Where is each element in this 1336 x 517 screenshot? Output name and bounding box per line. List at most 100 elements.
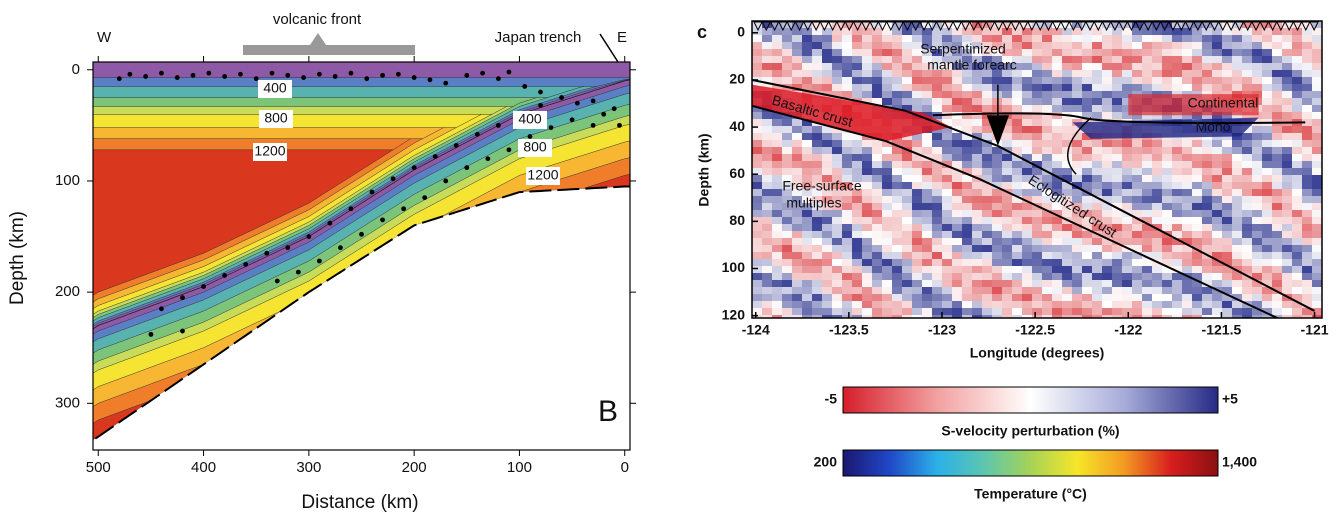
seismic-cell [1272,126,1282,133]
x-tick-label: -123.5 [829,322,869,338]
seismic-cell [1102,63,1112,70]
seismic-cell [912,42,922,49]
seismic-cell [1092,105,1102,112]
seismic-cell [862,294,872,301]
seismic-cell [822,168,832,175]
seismic-cell [872,91,882,98]
seismic-cell [902,175,912,182]
earthquake [506,147,512,153]
seismic-cell [1052,126,1062,133]
seismic-cell [1102,154,1112,161]
seismic-cell [1282,196,1292,203]
seismic-cell [1192,168,1202,175]
seismic-cell [942,224,952,231]
seismic-cell [1182,77,1192,84]
seismic-cell [842,294,852,301]
seismic-cell [1142,182,1152,189]
seismic-cell [1122,112,1132,119]
seismic-cell [1162,210,1172,217]
seismic-cell [882,301,892,308]
seismic-cell [942,210,952,217]
seismic-cell [922,91,932,98]
seismic-cell [1032,308,1042,315]
seismic-cell [1052,273,1062,280]
seismic-cell [1292,231,1302,238]
seismic-cell [1242,175,1252,182]
seismic-cell [1032,210,1042,217]
seismic-cell [802,77,812,84]
seismic-cell [972,301,982,308]
seismic-cell [802,84,812,91]
seismic-cell [1212,63,1222,70]
seismic-cell [1232,301,1242,308]
seismic-cell [1082,301,1092,308]
seismic-cell [832,140,842,147]
seismic-cell [932,140,942,147]
seismic-cell [1062,168,1072,175]
annotation: mantle forearc [927,57,1016,73]
seismic-cell [1192,21,1202,28]
seismic-cell [1202,28,1212,35]
seismic-cell [1172,161,1182,168]
station [836,21,846,32]
seismic-cell [1282,84,1292,91]
earthquake [301,75,306,80]
seismic-cell [912,77,922,84]
seismic-cell [982,77,992,84]
seismic-cell [1182,84,1192,91]
seismic-cell [1222,35,1232,42]
seismic-cell [902,42,912,49]
panel-label: B [598,395,618,428]
seismic-cell [912,189,922,196]
seismic-cell [962,21,972,28]
seismic-cell [1202,161,1212,168]
seismic-cell [1292,301,1302,308]
seismic-cell [862,175,872,182]
seismic-cell [982,238,992,245]
seismic-cell [992,105,1002,112]
seismic-cell [1152,168,1162,175]
seismic-cell [932,133,942,140]
seismic-cell [1042,217,1052,224]
seismic-cell [932,252,942,259]
seismic-cell [1022,280,1032,287]
seismic-cell [952,266,962,273]
seismic-cell [1192,203,1202,210]
earthquake [443,80,449,86]
seismic-cell [902,84,912,91]
seismic-cell [832,84,842,91]
seismic-cell [862,168,872,175]
seismic-cell [772,154,782,161]
seismic-cell [1282,91,1292,98]
seismic-cell [872,84,882,91]
seismic-cell [952,105,962,112]
seismic-cell [1152,252,1162,259]
seismic-cell [852,259,862,266]
seismic-cell [1162,42,1172,49]
seismic-cell [762,182,772,189]
seismic-cell [1312,133,1322,140]
seismic-cell [1022,77,1032,84]
seismic-cell [1042,294,1052,301]
seismic-cell [1162,182,1172,189]
seismic-cell [842,91,852,98]
seismic-cell [1202,266,1212,273]
seismic-cell [1202,245,1212,252]
seismic-cell [792,273,802,280]
seismic-cell [1312,259,1322,266]
seismic-cell [942,287,952,294]
seismic-cell [1252,112,1262,119]
seismic-cell [1172,245,1182,252]
earthquake [174,75,180,80]
seismic-cell [832,91,842,98]
seismic-cell [1282,189,1292,196]
seismic-cell [1252,140,1262,147]
seismic-cell [1172,147,1182,154]
seismic-cell [962,203,972,210]
seismic-cell [1212,154,1222,161]
earthquake [617,122,622,128]
seismic-cell [1002,91,1012,98]
seismic-cell [1182,70,1192,77]
seismic-cell [862,217,872,224]
seismic-cell [1112,273,1122,280]
